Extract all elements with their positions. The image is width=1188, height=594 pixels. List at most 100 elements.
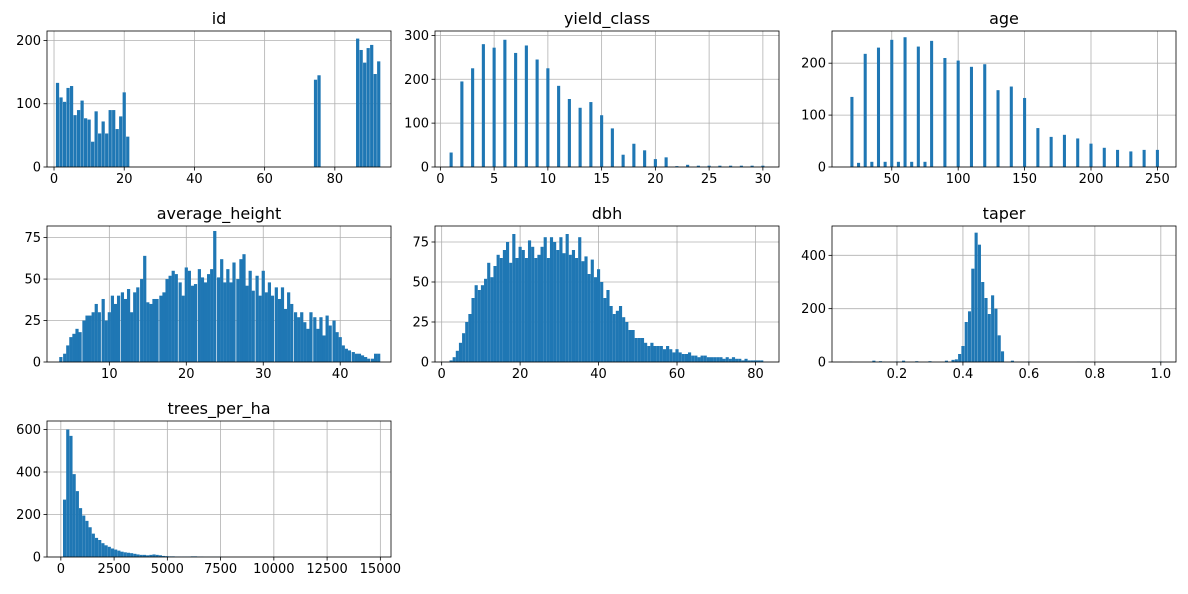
histogram-bar xyxy=(1001,351,1004,362)
x-tick-label: 80 xyxy=(747,367,764,382)
x-tick-label: 10000 xyxy=(253,562,294,577)
histogram-bar xyxy=(281,287,284,362)
x-tick-label: 20 xyxy=(178,367,195,382)
histogram-bar xyxy=(1129,151,1132,167)
histogram-bar xyxy=(63,354,66,362)
histogram-bar xyxy=(95,111,98,167)
histogram-bar xyxy=(73,474,76,557)
histogram-bar xyxy=(1076,138,1079,167)
histogram-bar xyxy=(465,322,468,362)
histogram-bar xyxy=(155,299,158,362)
x-tick-label: 20 xyxy=(116,172,133,187)
histogram-bar xyxy=(589,102,592,167)
histogram-bar xyxy=(102,299,105,362)
histogram-bar xyxy=(487,263,490,362)
y-tick-label: 200 xyxy=(16,34,41,49)
histogram-bar xyxy=(249,271,252,362)
x-tick-label: 200 xyxy=(1079,172,1104,187)
x-tick-label: 40 xyxy=(332,367,349,382)
histogram-bar xyxy=(597,269,600,362)
y-tick-label: 75 xyxy=(24,231,41,246)
histogram-bar xyxy=(729,359,732,362)
histogram-bar xyxy=(525,258,528,362)
histogram-bar xyxy=(239,259,242,362)
histogram-bar xyxy=(591,260,594,362)
y-tick-label: 100 xyxy=(16,97,41,112)
histogram-bar xyxy=(364,357,367,362)
histogram-bar xyxy=(66,345,69,362)
histogram-bar xyxy=(82,321,85,362)
x-tick-label: 1.0 xyxy=(1150,367,1171,382)
histogram-bar xyxy=(635,338,638,362)
histogram-bar xyxy=(562,253,565,362)
panel-title: average_height xyxy=(157,204,282,224)
histogram-bar xyxy=(697,357,700,362)
histogram-bar xyxy=(509,263,512,362)
histogram-bar xyxy=(534,258,537,362)
histogram-bar xyxy=(726,357,729,362)
histogram-bar xyxy=(519,247,522,362)
y-tick-label: 0 xyxy=(421,161,429,176)
histogram-bar xyxy=(112,110,115,167)
histogram-bar xyxy=(143,256,146,362)
histogram-bar xyxy=(961,346,964,362)
x-tick-label: 0.6 xyxy=(1019,367,1040,382)
histogram-bar xyxy=(377,61,380,167)
histogram-bar xyxy=(957,61,960,167)
histogram-bar xyxy=(326,316,329,362)
histogram-bar xyxy=(169,276,172,362)
panel-title: taper xyxy=(983,204,1026,223)
histogram-bar xyxy=(514,53,517,167)
histogram-bar xyxy=(904,37,907,167)
histogram-bar xyxy=(124,552,127,557)
histogram-bar xyxy=(95,538,98,557)
histogram-bar xyxy=(622,317,625,362)
histogram-bar xyxy=(162,292,165,362)
histogram-bar xyxy=(459,343,462,362)
histogram-bar xyxy=(647,346,650,362)
histogram-bar xyxy=(314,80,317,167)
histogram-bar xyxy=(500,258,503,362)
histogram-bar xyxy=(603,298,606,362)
histogram-bar xyxy=(245,286,248,362)
histogram-bar xyxy=(59,357,62,362)
histogram-bar xyxy=(536,60,539,167)
histogram-bar xyxy=(988,314,991,362)
histogram-bar xyxy=(958,354,961,362)
histogram-bar xyxy=(547,258,550,362)
histogram-bar xyxy=(136,287,139,362)
x-tick-label: 30 xyxy=(255,367,272,382)
histogram-bar xyxy=(370,45,373,167)
x-tick-label: 0 xyxy=(50,172,58,187)
histogram-bar xyxy=(704,356,707,362)
histogram-bar xyxy=(332,321,335,362)
x-tick-label: 60 xyxy=(256,172,273,187)
x-tick-label: 5 xyxy=(490,172,498,187)
x-tick-label: 0 xyxy=(436,172,444,187)
x-tick-label: 7500 xyxy=(204,562,237,577)
histogram-bar xyxy=(864,54,867,167)
histogram-bar xyxy=(1023,98,1026,167)
histogram-bar xyxy=(371,359,374,362)
histogram-bar xyxy=(559,237,562,362)
histogram-bar xyxy=(650,343,653,362)
histogram-bar xyxy=(679,352,682,362)
x-tick-label: 20 xyxy=(512,367,529,382)
histogram-bar xyxy=(123,92,126,167)
y-tick-label: 50 xyxy=(412,276,429,291)
histogram-bar xyxy=(339,337,342,362)
histogram-bar xyxy=(309,312,312,362)
y-tick-label: 400 xyxy=(16,466,41,481)
histogram-bar xyxy=(374,354,377,362)
histogram-bar xyxy=(663,349,666,362)
histogram-bar xyxy=(991,295,994,362)
histogram-bar xyxy=(588,274,591,362)
histogram-bar xyxy=(584,256,587,362)
histogram-bar xyxy=(278,299,281,362)
histogram-bar xyxy=(259,296,262,362)
histogram-bar xyxy=(268,282,271,362)
histogram-bar xyxy=(968,311,971,362)
histogram-bar xyxy=(654,159,657,167)
histogram-bar xyxy=(290,304,293,362)
